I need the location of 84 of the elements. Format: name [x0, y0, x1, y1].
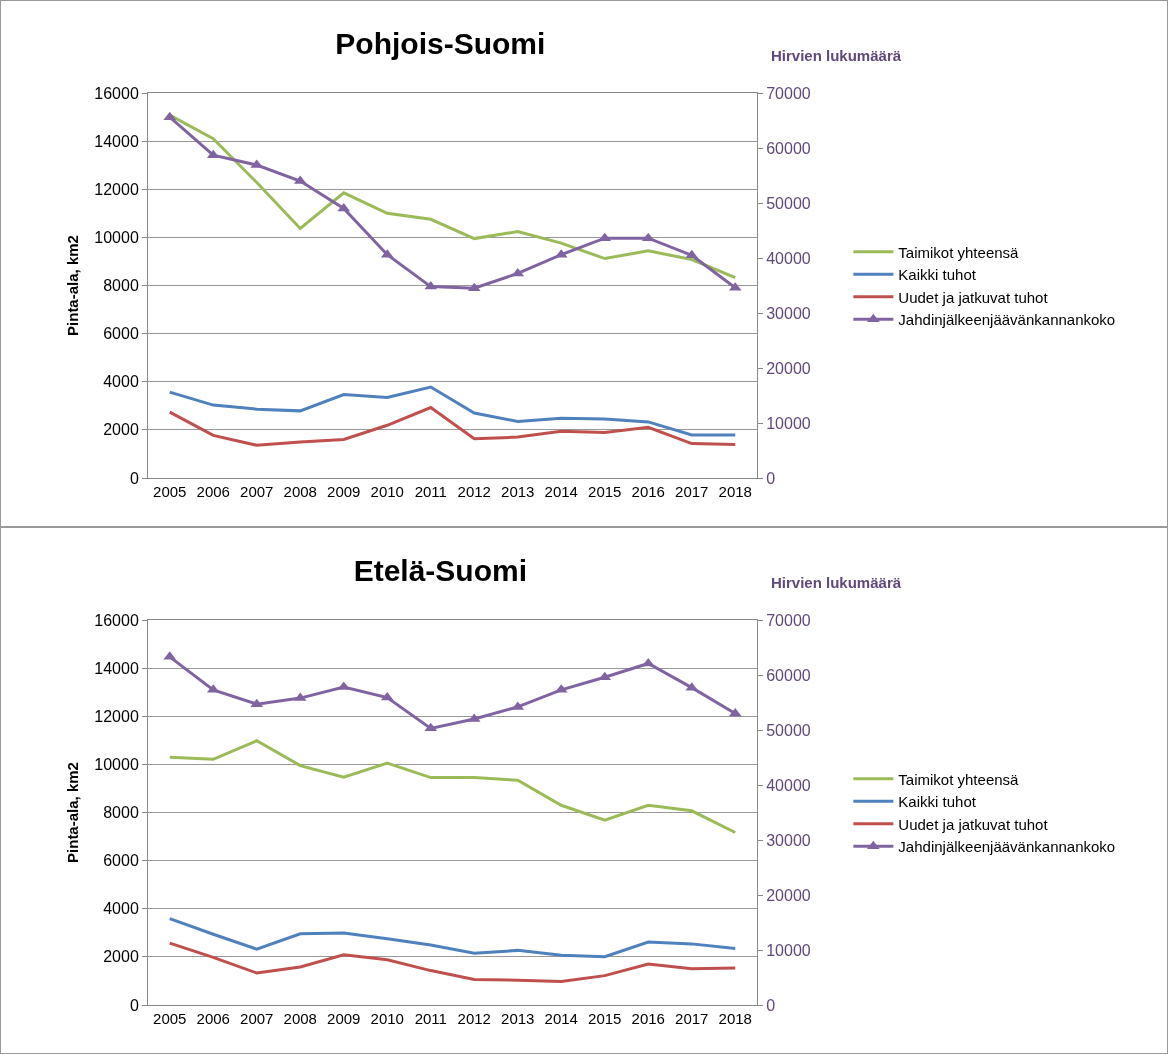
x-tick-label: 2009 — [327, 483, 361, 500]
legend-label: Kaikki tuhot — [898, 793, 977, 811]
chart-title: Etelä-Suomi — [353, 553, 528, 587]
x-tick-label: 2014 — [544, 1010, 578, 1027]
y-tick-label: 14000 — [94, 659, 139, 677]
y-tick-label: 4000 — [103, 373, 139, 391]
y2-tick-label: 70000 — [766, 84, 811, 102]
y2-tick-label: 50000 — [766, 194, 811, 212]
x-tick-label: 2013 — [501, 483, 535, 500]
x-tick-label: 2011 — [414, 483, 447, 500]
y-axis-title: Pinta-ala, km2 — [63, 235, 81, 336]
x-tick-label: 2018 — [718, 483, 752, 500]
point — [511, 267, 525, 277]
y-tick-label: 8000 — [103, 804, 139, 822]
y2-axis-title: Hirvien lukumäärä — [771, 574, 902, 591]
point — [424, 722, 438, 732]
legend-label: Jahdinjälkeenjäävänkannankoko — [898, 311, 1116, 329]
point — [641, 657, 655, 667]
line-series — [168, 385, 737, 437]
chart-title: Pohjois-Suomi — [335, 26, 546, 60]
x-tick-label: 2005 — [153, 1010, 187, 1027]
y2-tick-label: 60000 — [766, 139, 811, 157]
legend-label: Uudet ja jatkuvat tuhot — [898, 288, 1049, 306]
legend-label: Uudet ja jatkuvat tuhot — [898, 815, 1049, 833]
x-tick-label: 2017 — [675, 1010, 709, 1027]
y-tick-label: 6000 — [103, 852, 139, 870]
y-tick-label: 16000 — [94, 611, 139, 629]
y2-axis-title: Hirvien lukumäärä — [771, 47, 902, 64]
y-tick-label: 0 — [129, 996, 139, 1014]
y2-tick-label: 40000 — [766, 776, 811, 794]
y-tick-label: 0 — [129, 469, 139, 487]
y-tick-label: 12000 — [94, 707, 139, 725]
y2-tick-label: 20000 — [766, 359, 811, 377]
legend-label: Taimikot yhteensä — [898, 243, 1020, 261]
y-tick-label: 6000 — [103, 325, 139, 343]
x-tick-label: 2013 — [501, 1010, 535, 1027]
x-tick-label: 2018 — [718, 1010, 752, 1027]
x-tick-label: 2008 — [283, 1010, 317, 1027]
x-tick-label: 2016 — [631, 1010, 665, 1027]
x-tick-label: 2006 — [196, 1010, 230, 1027]
y2-tick-label: 20000 — [766, 886, 811, 904]
x-tick-label: 2005 — [153, 483, 187, 500]
x-tick-label: 2016 — [631, 483, 665, 500]
x-tick-label: 2008 — [283, 483, 317, 500]
x-tick-label: 2009 — [327, 1010, 361, 1027]
y-tick-label: 16000 — [94, 84, 139, 102]
x-tick-label: 2010 — [370, 483, 404, 500]
x-tick-label: 2007 — [240, 1010, 274, 1027]
y2-tick-label: 40000 — [766, 249, 811, 267]
legend-label: Jahdinjälkeenjäävänkannankoko — [898, 838, 1116, 856]
line-series — [168, 406, 737, 447]
y-tick-label: 2000 — [103, 948, 139, 966]
line-series — [168, 917, 737, 959]
y-tick-label: 8000 — [103, 277, 139, 295]
x-tick-label: 2010 — [370, 1010, 404, 1027]
x-tick-label: 2015 — [588, 1010, 622, 1027]
y-tick-label: 12000 — [94, 180, 139, 198]
y2-tick-label: 10000 — [766, 414, 811, 432]
y2-tick-label: 0 — [766, 996, 776, 1014]
y-tick-label: 2000 — [103, 421, 139, 439]
x-tick-label: 2006 — [196, 483, 230, 500]
legend-label: Taimikot yhteensä — [898, 770, 1020, 788]
x-tick-label: 2012 — [457, 1010, 491, 1027]
y2-tick-label: 30000 — [766, 304, 811, 322]
line-series — [168, 739, 737, 834]
y-axis-title: Pinta-ala, km2 — [63, 762, 81, 863]
y-tick-label: 4000 — [103, 900, 139, 918]
y2-tick-label: 70000 — [766, 611, 811, 629]
x-tick-label: 2014 — [544, 483, 578, 500]
y-tick-label: 10000 — [94, 228, 139, 246]
y2-tick-label: 60000 — [766, 666, 811, 684]
y2-tick-label: 0 — [766, 469, 776, 487]
y2-tick-label: 50000 — [766, 721, 811, 739]
x-tick-label: 2015 — [588, 483, 622, 500]
y2-tick-label: 10000 — [766, 941, 811, 959]
legend-label: Kaikki tuhot — [898, 266, 977, 284]
x-tick-label: 2007 — [240, 483, 274, 500]
line-series — [168, 941, 737, 983]
y-tick-label: 14000 — [94, 132, 139, 150]
y-tick-label: 10000 — [94, 755, 139, 773]
x-tick-label: 2017 — [675, 483, 709, 500]
y2-tick-label: 30000 — [766, 831, 811, 849]
x-tick-label: 2012 — [457, 483, 491, 500]
x-tick-label: 2011 — [414, 1010, 447, 1027]
